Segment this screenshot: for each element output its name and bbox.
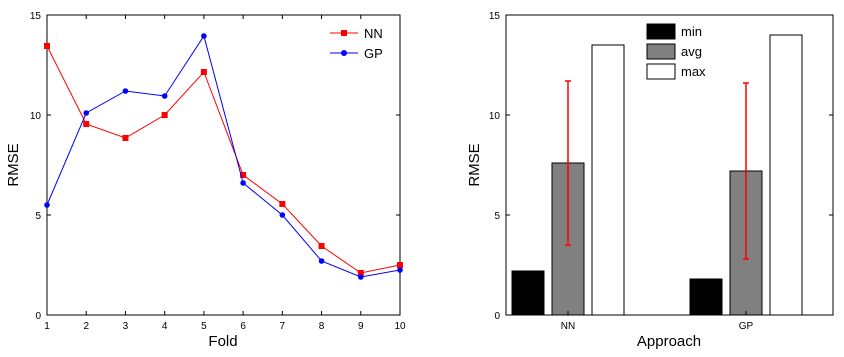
bar-chart-ticks: NN GP 0 5 10 15 — [489, 11, 833, 332]
line-chart-xtick-label: 2 — [83, 321, 89, 332]
data-point-gp — [201, 33, 207, 39]
bar-chart: NN GP 0 5 10 15 RMSE Approach min avg max — [466, 11, 834, 350]
data-point-gp — [357, 274, 364, 280]
bar-chart-ytick-label: 10 — [489, 111, 501, 122]
line-chart-ticks: 1 2 3 4 5 6 7 8 9 10 0 5 10 15 — [30, 11, 406, 332]
data-point-gp — [318, 258, 325, 264]
bar-chart-ylabel: RMSE — [466, 143, 483, 186]
data-point-nn — [279, 201, 286, 207]
data-point-nn — [161, 112, 168, 118]
line-chart-ylabel: RMSE — [5, 143, 22, 186]
bar-gp-max — [769, 34, 803, 316]
line-chart-xtick-label: 10 — [394, 321, 406, 332]
legend-min-label: min — [681, 24, 702, 39]
bar-chart-category-label: NN — [561, 321, 575, 332]
legend-gp-label: GP — [364, 46, 383, 61]
bar-chart-legend: min avg max — [646, 23, 706, 80]
legend-max-swatch — [646, 63, 676, 80]
line-chart-ytick-label: 15 — [30, 11, 42, 22]
data-point-gp — [161, 93, 168, 99]
line-chart: 1 2 3 4 5 6 7 8 9 10 0 5 10 15 RMSE Fold NN GP — [5, 11, 406, 350]
bar-nn-min — [511, 270, 545, 316]
line-chart-xtick-label: 8 — [319, 321, 325, 332]
bar-chart-category-label: GP — [739, 321, 754, 332]
line-chart-xtick-label: 1 — [44, 321, 50, 332]
legend-nn-label: NN — [364, 26, 383, 41]
line-chart-series — [44, 33, 403, 280]
line-chart-xtick-label: 3 — [123, 321, 129, 332]
bar-chart-ytick-label: 15 — [489, 11, 501, 22]
legend-max-label: max — [681, 64, 706, 79]
line-series-nn — [46, 45, 401, 274]
bar-gp-min — [689, 278, 723, 316]
line-chart-xlabel: Fold — [208, 333, 237, 350]
data-point-gp — [279, 212, 286, 218]
data-point-nn — [44, 43, 50, 49]
bar-nn-max — [591, 44, 625, 316]
line-chart-axes-box — [46, 14, 401, 316]
line-chart-xtick-label: 7 — [280, 321, 286, 332]
legend-avg-swatch — [646, 43, 676, 60]
line-series-gp — [46, 34, 401, 278]
data-point-gp — [122, 88, 129, 94]
legend-nn-marker — [341, 30, 347, 36]
line-chart-xtick-label: 5 — [201, 321, 207, 332]
line-chart-xtick-label: 4 — [162, 321, 168, 332]
data-point-nn — [318, 243, 325, 249]
data-point-nn — [357, 270, 364, 276]
data-point-nn — [122, 135, 129, 141]
line-chart-legend: NN GP — [330, 26, 383, 61]
data-point-nn — [397, 262, 403, 268]
data-point-nn — [200, 69, 207, 75]
data-point-gp — [83, 110, 90, 116]
line-chart-xtick-label: 9 — [358, 321, 364, 332]
data-point-gp — [44, 202, 50, 208]
legend-gp-marker — [341, 50, 347, 56]
legend-avg-label: avg — [681, 44, 702, 59]
data-point-gp — [240, 180, 246, 186]
line-chart-ytick-label: 10 — [30, 111, 42, 122]
bar-chart-xlabel: Approach — [637, 333, 701, 350]
data-point-nn — [83, 121, 90, 127]
line-chart-xtick-label: 6 — [240, 321, 246, 332]
line-chart-ytick-label: 0 — [35, 311, 41, 322]
line-chart-ytick-label: 5 — [35, 211, 41, 222]
bar-chart-ytick-label: 0 — [494, 311, 500, 322]
data-point-gp — [397, 267, 403, 273]
bar-chart-ytick-label: 5 — [494, 211, 500, 222]
legend-min-swatch — [646, 23, 676, 40]
bar-chart-bars — [511, 34, 803, 316]
data-point-nn — [240, 172, 247, 178]
